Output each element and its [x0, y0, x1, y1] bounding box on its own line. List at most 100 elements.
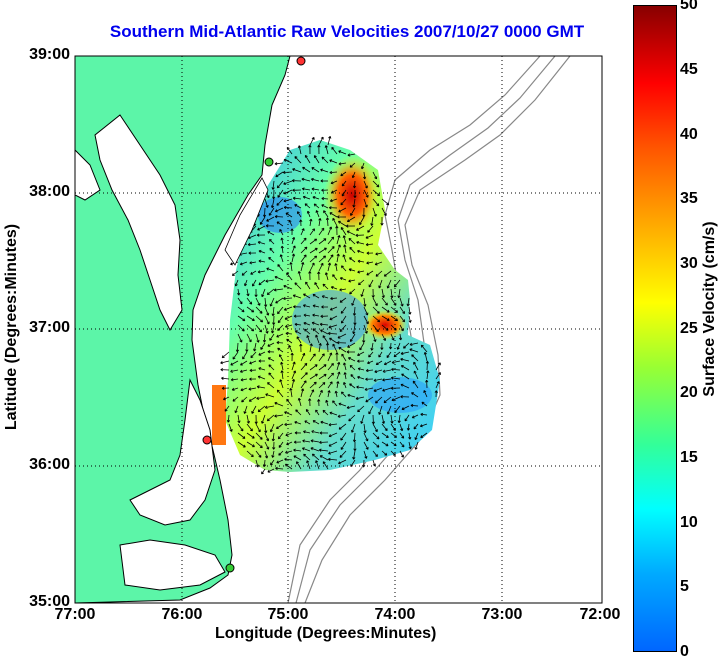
velocity-arrow	[372, 180, 380, 188]
velocity-arrow	[327, 363, 334, 371]
velocity-arrow	[274, 162, 284, 166]
velocity-arrow	[366, 251, 374, 255]
velocity-arrow	[351, 171, 356, 179]
velocity-arrow	[390, 414, 394, 424]
velocity-arrow	[277, 306, 284, 315]
velocity-arrow	[285, 432, 293, 437]
velocity-arrow	[434, 390, 438, 398]
velocity-arrow	[400, 357, 410, 362]
velocity-arrow	[381, 441, 389, 447]
colorbar-tick: 30	[680, 255, 698, 272]
velocity-arrow	[328, 432, 338, 438]
velocity-arrow	[237, 306, 245, 313]
velocity-arrow	[266, 414, 275, 422]
velocity-arrow	[356, 240, 365, 245]
velocity-arrow	[242, 351, 248, 360]
velocity-arrow	[224, 405, 230, 412]
velocity-arrow	[268, 257, 275, 263]
velocity-arrow	[381, 414, 386, 424]
velocity-arrow	[235, 342, 240, 353]
velocity-arrow	[328, 450, 338, 455]
velocity-arrow	[280, 370, 284, 380]
velocity-arrow	[397, 414, 401, 424]
velocity-arrow	[325, 342, 330, 353]
velocity-arrow	[261, 288, 266, 298]
velocity-arrow	[315, 460, 320, 470]
velocity-arrow	[272, 315, 276, 325]
velocity-arrow	[264, 315, 270, 325]
velocity-arrow	[381, 450, 388, 456]
colorbar-tick: 0	[680, 643, 689, 660]
velocity-arrow	[364, 387, 374, 391]
velocity-arrow	[348, 279, 356, 283]
velocity-arrow	[271, 432, 275, 442]
velocity-arrow	[237, 432, 246, 439]
velocity-arrow	[300, 362, 308, 371]
velocity-arrow	[277, 264, 284, 272]
velocity-arrow	[324, 272, 329, 281]
velocity-arrow	[230, 369, 239, 373]
velocity-arrow	[255, 441, 263, 449]
velocity-arrow	[338, 402, 347, 407]
velocity-arrow	[381, 315, 390, 321]
velocity-arrow	[221, 351, 230, 359]
velocity-arrow	[296, 336, 302, 344]
velocity-arrow	[381, 198, 390, 206]
velocity-arrow	[347, 357, 356, 362]
velocity-arrow	[257, 225, 266, 231]
velocity-arrow	[261, 468, 266, 475]
velocity-arrow	[349, 288, 356, 295]
velocity-arrow	[246, 297, 253, 305]
velocity-arrow	[383, 270, 392, 277]
velocity-arrow	[336, 253, 340, 263]
velocity-arrow	[375, 360, 383, 366]
velocity-arrow	[300, 237, 307, 245]
velocity-arrow	[390, 315, 398, 322]
velocity-arrow	[349, 257, 356, 263]
velocity-arrow	[228, 423, 233, 432]
velocity-arrow	[264, 423, 268, 434]
velocity-arrow	[267, 342, 275, 347]
velocity-arrow	[230, 378, 239, 382]
velocity-arrow	[420, 344, 428, 353]
velocity-arrow	[363, 315, 369, 325]
velocity-arrow	[338, 207, 347, 213]
velocity-arrow	[352, 324, 356, 335]
velocity-arrow	[266, 267, 275, 272]
velocity-arrow	[329, 159, 338, 164]
velocity-arrow	[401, 373, 410, 380]
velocity-arrow	[312, 313, 320, 317]
velocity-arrow	[363, 450, 368, 459]
velocity-arrow	[371, 414, 375, 425]
velocity-arrow	[223, 396, 230, 401]
velocity-arrow	[357, 259, 365, 263]
velocity-arrow	[325, 399, 329, 407]
albemarle-sound	[129, 378, 216, 526]
velocity-arrow	[237, 414, 241, 424]
velocity-arrow	[323, 210, 329, 218]
velocity-arrow	[280, 245, 284, 254]
velocity-arrow	[330, 285, 338, 290]
velocity-arrow	[283, 180, 293, 185]
velocity-arrow	[319, 431, 329, 435]
velocity-arrow	[283, 296, 293, 301]
velocity-arrow	[362, 207, 366, 218]
colorbar-tick: 40	[680, 126, 698, 143]
velocity-arrow	[272, 189, 276, 200]
velocity-arrow	[318, 218, 322, 227]
velocity-arrow	[370, 216, 374, 226]
velocity-arrow	[220, 368, 230, 372]
velocity-arrow	[351, 423, 356, 433]
velocity-arrow	[269, 247, 275, 254]
velocity-arrow	[346, 405, 356, 409]
velocity-arrow	[312, 294, 320, 299]
velocity-arrow	[353, 441, 357, 452]
velocity-arrow	[329, 170, 338, 175]
velocity-arrow	[390, 333, 395, 341]
velocity-arrow	[349, 333, 356, 342]
velocity-arrow	[435, 381, 440, 389]
velocity-arrow	[319, 322, 329, 326]
velocity-arrow	[255, 315, 264, 323]
velocity-arrow	[292, 294, 302, 299]
velocity-arrow	[396, 342, 401, 350]
